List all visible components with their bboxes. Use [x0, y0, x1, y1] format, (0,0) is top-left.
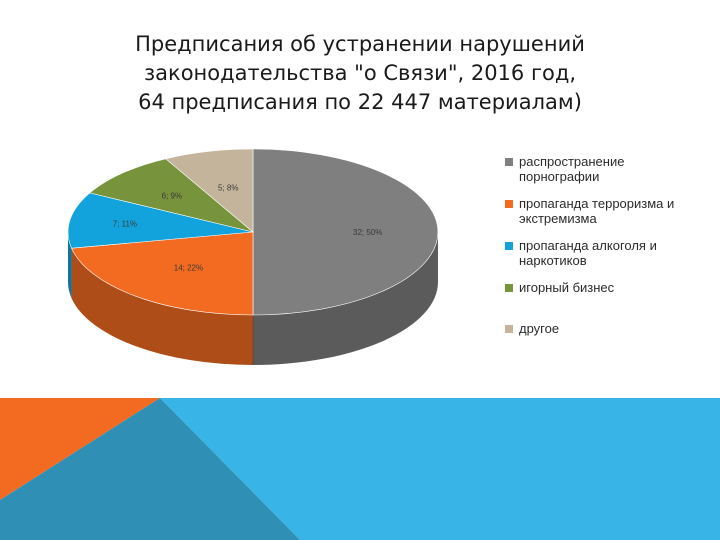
title-line-2: законодательства "о Связи", 2016 год,	[143, 61, 577, 85]
legend-label-line1: распространение	[519, 154, 625, 169]
legend-label-line2: порнографии	[519, 169, 600, 184]
legend-item-gambling: игорный бизнес	[505, 280, 715, 295]
pie-slice-0	[252, 148, 439, 316]
data-label-4: 5; 8%	[218, 184, 238, 193]
legend-item-other: другое	[505, 321, 715, 336]
data-label-3: 6; 9%	[162, 192, 182, 201]
data-label-1: 14; 22%	[174, 263, 203, 272]
pie-chart: 32; 50% 14; 22% 7; 11% 6; 9% 5; 8%	[67, 148, 439, 365]
legend-label-line1: игорный бизнес	[519, 280, 615, 295]
legend-swatch	[505, 158, 513, 166]
pie-slice-4	[165, 148, 254, 233]
chart-title: Предписания об устранении нарушений зако…	[60, 30, 660, 117]
legend-item-porn: распространение порнографии	[505, 154, 715, 184]
pie-slice-3	[89, 158, 254, 233]
legend-swatch	[505, 200, 513, 208]
title-line-1: Предписания об устранении нарушений	[135, 32, 585, 56]
legend-swatch	[505, 325, 513, 333]
legend-swatch	[505, 284, 513, 292]
title-line-3: 64 предписания по 22 447 материалам)	[138, 90, 582, 114]
pie-slice-side	[253, 232, 438, 365]
pie-slice-side	[68, 232, 72, 299]
pie-slice-side	[71, 248, 254, 365]
data-label-2: 7; 11%	[113, 219, 137, 228]
chart-legend: распространение порнографии пропаганда т…	[505, 154, 715, 336]
legend-label-line1: пропаганда терроризма и	[519, 196, 675, 211]
data-label-0: 32; 50%	[353, 228, 382, 237]
pie-side-walls	[68, 232, 438, 365]
legend-item-terrorism: пропаганда терроризма и экстремизма	[505, 196, 715, 226]
pie-slice-1	[71, 231, 254, 316]
footer-blue-shape	[160, 398, 720, 540]
legend-item-alcohol: пропаганда алкоголя и наркотиков	[505, 238, 715, 268]
legend-label-line2: экстремизма	[519, 211, 597, 226]
legend-label-line1: другое	[519, 321, 560, 336]
footer-dark-blue-shape	[0, 398, 300, 540]
pie-slice-2	[67, 192, 254, 249]
legend-label-line1: пропаганда алкоголя и	[519, 238, 657, 253]
legend-swatch	[505, 242, 513, 250]
legend-label-line2: наркотиков	[519, 253, 587, 268]
